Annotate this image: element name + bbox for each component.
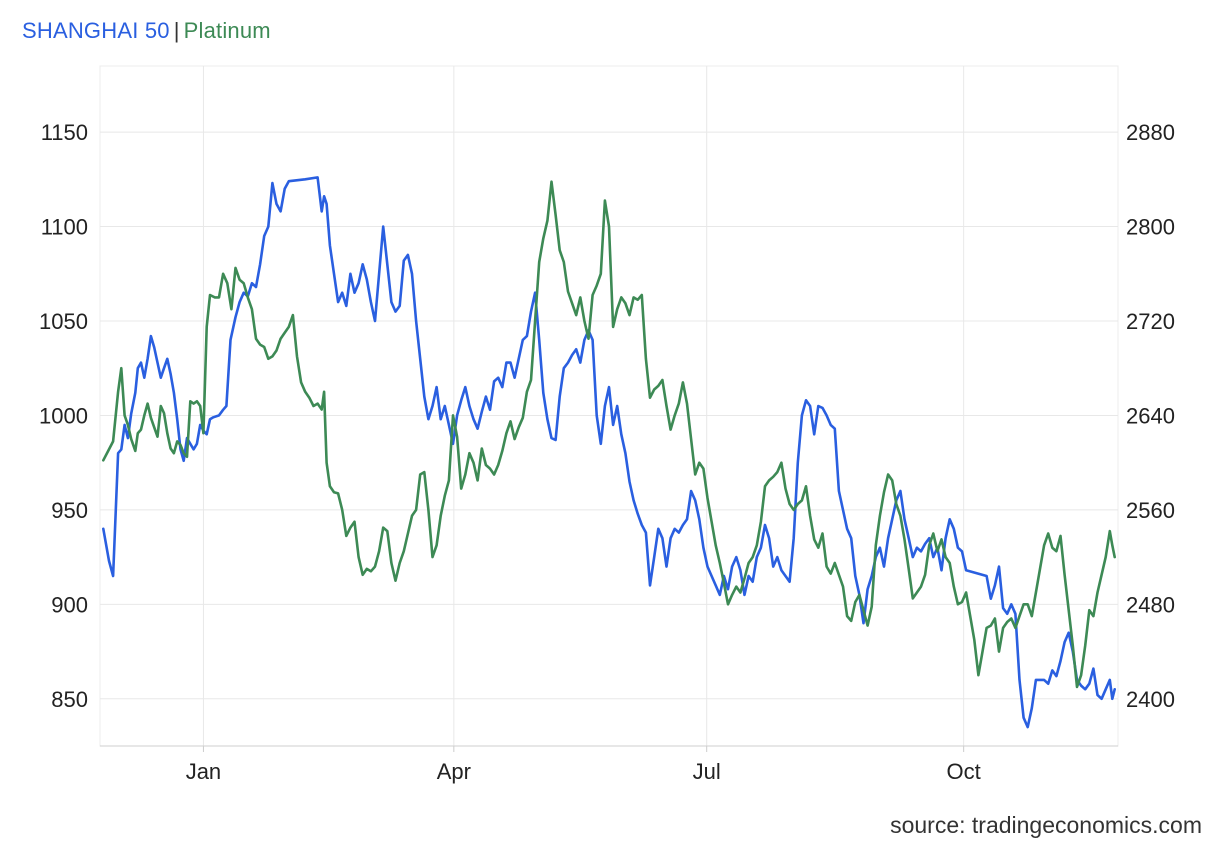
x-tick-label: Jul [693,759,721,784]
left-tick-label: 950 [51,498,88,523]
left-tick-label: 1000 [39,403,88,428]
left-tick-label: 850 [51,687,88,712]
legend: SHANGHAI 50 | Platinum [22,18,271,44]
right-tick-label: 2880 [1126,120,1175,145]
left-tick-label: 1050 [39,309,88,334]
legend-platinum[interactable]: Platinum [183,18,271,43]
series-line-platinum [102,180,1116,689]
right-tick-label: 2400 [1126,687,1175,712]
legend-separator: | [173,18,180,43]
left-tick-label: 900 [51,592,88,617]
right-tick-label: 2800 [1126,215,1175,240]
legend-shanghai50[interactable]: SHANGHAI 50 [22,18,170,43]
left-tick-label: 1100 [41,215,88,240]
x-tick-label: Apr [437,759,471,784]
right-tick-label: 2480 [1126,592,1175,617]
series-line-shanghai50 [102,176,1116,729]
left-tick-label: 1150 [41,120,88,145]
source-label: source: tradingeconomics.com [890,812,1202,838]
right-tick-label: 2640 [1126,403,1175,428]
x-tick-label: Jan [186,759,221,784]
right-tick-label: 2560 [1126,498,1175,523]
right-tick-label: 2720 [1126,309,1175,334]
x-tick-label: Oct [947,759,981,784]
plot-frame [99,65,1119,747]
